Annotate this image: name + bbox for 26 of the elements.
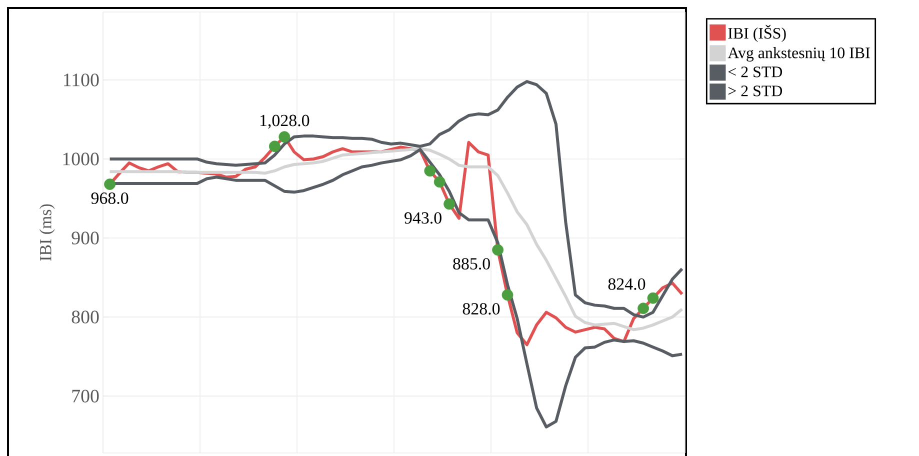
point: [278, 131, 290, 143]
data-label: 828.0: [462, 303, 500, 315]
data-label: 968.0: [91, 192, 128, 204]
point: [104, 178, 116, 190]
legend-label: < 2 STD: [728, 66, 782, 78]
point: [492, 244, 504, 256]
y-tick-label: 1000: [63, 152, 99, 166]
y-tick-label: 700: [72, 390, 99, 402]
point: [638, 302, 649, 314]
y-tick-label: 800: [72, 310, 99, 324]
y-axis-title: IBI (ms): [39, 204, 55, 261]
point: [444, 198, 455, 210]
point: [434, 176, 446, 188]
point: [269, 140, 280, 152]
data-label: 824.0: [608, 278, 646, 290]
y-tick-label: 900: [72, 232, 99, 244]
point: [424, 165, 436, 177]
data-label: 1,028.0: [260, 114, 310, 129]
y-tick-label: 1100: [64, 74, 99, 86]
point: [647, 292, 659, 304]
legend-label: Avg ankstesnių 10 IBI: [728, 47, 870, 62]
data-label: 943.0: [404, 212, 442, 224]
data-label: 885.0: [453, 258, 490, 270]
point: [502, 289, 514, 301]
legend-label: > 2 STD: [728, 86, 782, 96]
legend-label: IBI (IŠS): [728, 24, 786, 42]
